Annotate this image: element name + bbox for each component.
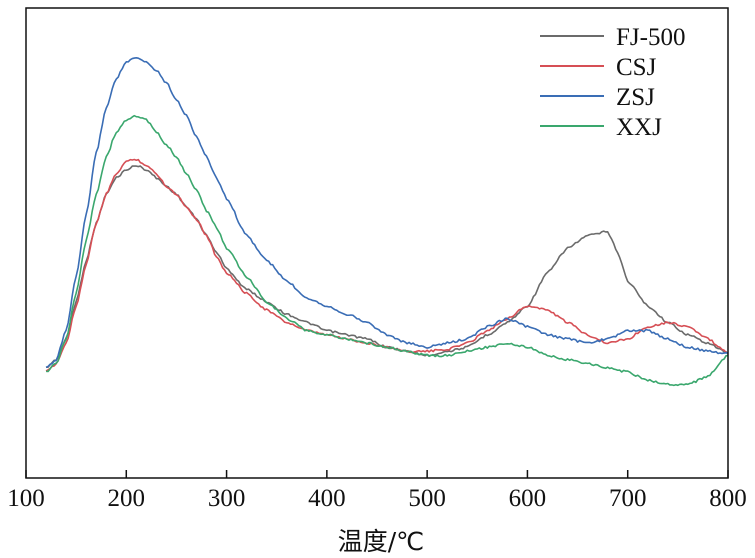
x-tick-label: 700 (609, 485, 647, 512)
plot-frame (25, 7, 729, 479)
x-tick-label: 800 (709, 485, 747, 512)
x-axis: 100 200 300 400 500 600 700 800 (7, 470, 747, 512)
series-line-fj-500 (46, 165, 729, 368)
x-tick-label: 200 (108, 485, 146, 512)
legend-label-fj-500: FJ-500 (616, 24, 685, 51)
legend-label-zsj: ZSJ (616, 84, 655, 111)
x-tick-label: 500 (408, 485, 446, 512)
legend-label-csj: CSJ (616, 54, 657, 81)
x-tick-label: 600 (509, 485, 547, 512)
series-line-zsj (45, 57, 729, 369)
plot-area (45, 57, 729, 387)
legend-label-xxj: XXJ (616, 114, 662, 141)
x-tick-label: 400 (308, 485, 346, 512)
x-tick-label: 100 (7, 485, 45, 512)
x-axis-label: 温度/℃ (338, 527, 425, 556)
legend: FJ-500 CSJ ZSJ XXJ (540, 24, 685, 141)
series-line-csj (45, 158, 729, 372)
series-line-xxj (46, 114, 729, 387)
x-tick-label: 300 (208, 485, 246, 512)
